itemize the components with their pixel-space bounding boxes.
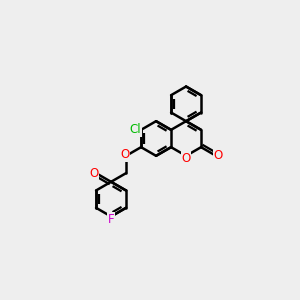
Text: O: O [214, 149, 223, 162]
Text: O: O [182, 152, 191, 165]
Text: O: O [90, 167, 99, 180]
Text: O: O [120, 148, 130, 161]
Text: F: F [108, 213, 114, 226]
Text: Cl: Cl [130, 123, 141, 136]
